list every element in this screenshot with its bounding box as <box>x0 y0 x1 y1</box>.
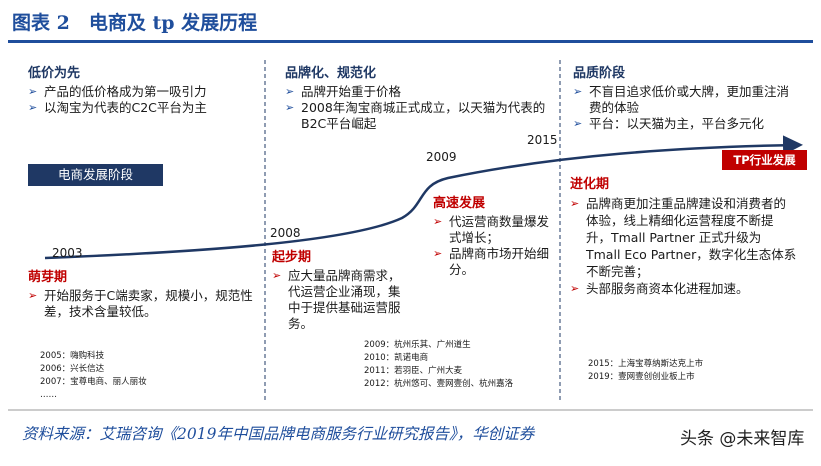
event: 2010：凯诺电商 <box>364 353 429 363</box>
phase-bullet: 品牌商更加注重品牌建设和消费者的体验，线上精细化运营程度不断提升，Tmall P… <box>570 195 798 280</box>
year: 2008 <box>270 226 301 240</box>
stage-bullet: 产品的低价格成为第一吸引力 <box>28 84 260 100</box>
phase-bullet: 代运营商数量爆发式增长； <box>433 214 555 246</box>
phase-heading: 萌芽期 <box>28 270 68 285</box>
event: 2011：若羽臣、广州大麦 <box>364 366 463 376</box>
phase: 萌芽期 开始服务于C端卖家，规模小，规范性差，技术含量较低。 <box>28 270 258 320</box>
year: 2009 <box>426 150 457 164</box>
watermark: 头条 @未来智库 <box>676 424 809 449</box>
stage-label: 电商发展阶段 <box>28 164 163 186</box>
event: …… <box>40 390 57 400</box>
phase-bullet: 品牌商市场开始细分。 <box>433 246 555 278</box>
event: 2009：杭州乐其、广州道生 <box>364 340 471 350</box>
stage-bullet: 2008年淘宝商城正式成立，以天猫为代表的B2C平台崛起 <box>285 100 550 132</box>
year: 2015 <box>527 133 558 147</box>
stage-bullet: 平台：以天猫为主，平台多元化 <box>573 116 801 132</box>
stage-heading: 品质阶段 <box>573 66 626 81</box>
stage-heading: 低价为先 <box>28 66 81 81</box>
title-rule <box>8 40 813 43</box>
phase-heading: 高速发展 <box>433 196 486 211</box>
phase: 进化期 品牌商更加注重品牌建设和消费者的体验，线上精细化运营程度不断提升，Tma… <box>570 176 798 297</box>
phase: 起步期 应大量品牌商需求，代运营企业涌现，集中于提供基础运营服务。 <box>272 250 407 332</box>
event-list: 2009：杭州乐其、广州道生 2010：凯诺电商 2011：若羽臣、广州大麦 2… <box>364 339 513 391</box>
year: 2003 <box>52 246 83 260</box>
phase-heading: 起步期 <box>272 250 312 265</box>
event-list: 2015：上海宝尊纳斯达克上市 2019：壹网壹创创业板上市 <box>588 358 703 384</box>
event: 2005：嗨购科技 <box>40 351 105 361</box>
stage-bullet: 不盲目追求低价或大牌，更加重注消费的体验 <box>573 84 801 116</box>
source: 资料来源：艾瑞咨询《2019年中国品牌电商服务行业研究报告》，华创证券 <box>22 425 535 443</box>
phase: 高速发展 代运营商数量爆发式增长；品牌商市场开始细分。 <box>433 196 555 278</box>
stage-bullet: 以淘宝为代表的C2C平台为主 <box>28 100 260 116</box>
phase-bullet: 开始服务于C端卖家，规模小，规范性差，技术含量较低。 <box>28 288 258 320</box>
phase-bullet: 应大量品牌商需求，代运营企业涌现，集中于提供基础运营服务。 <box>272 268 407 332</box>
tp-label: TP行业发展 <box>722 150 807 170</box>
stage: 品质阶段 不盲目追求低价或大牌，更加重注消费的体验平台：以天猫为主，平台多元化 <box>573 66 801 132</box>
event: 2007：宝尊电商、丽人丽妆 <box>40 377 147 387</box>
stage: 品牌化、规范化 品牌开始重于价格2008年淘宝商城正式成立，以天猫为代表的B2C… <box>285 66 550 132</box>
event-list: 2005：嗨购科技 2006：兴长信达 2007：宝尊电商、丽人丽妆 …… <box>40 350 147 402</box>
phase-heading: 进化期 <box>570 177 610 192</box>
stage-bullet: 品牌开始重于价格 <box>285 84 550 100</box>
event: 2012：杭州悠可、壹网壹创、杭州嘉洛 <box>364 379 514 389</box>
growth-curve <box>44 135 803 260</box>
event: 2015：上海宝尊纳斯达克上市 <box>588 359 704 369</box>
event: 2019：壹网壹创创业板上市 <box>588 372 695 382</box>
stage-heading: 品牌化、规范化 <box>285 66 377 81</box>
event: 2006：兴长信达 <box>40 364 105 374</box>
phase-bullet: 头部服务商资本化进程加速。 <box>570 280 798 297</box>
stage: 低价为先 产品的低价格成为第一吸引力以淘宝为代表的C2C平台为主 <box>28 66 260 116</box>
title: 图表 2 电商及 tp 发展历程 <box>12 12 258 34</box>
